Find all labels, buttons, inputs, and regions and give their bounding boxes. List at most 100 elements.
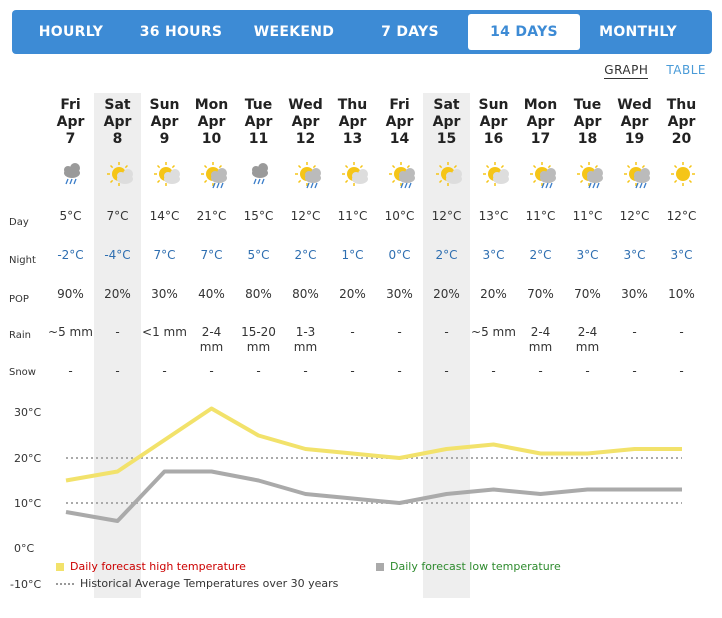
rain-amount: 15-20 mm <box>235 325 282 355</box>
pop-value: 20% <box>339 287 366 301</box>
rain-amount-line: mm <box>293 340 318 354</box>
rain-amount-line: 2-4 <box>577 325 598 339</box>
day-header-date: 10 <box>201 131 222 147</box>
day-header-date: 18 <box>577 131 598 147</box>
rain-amount-line: 2-4 <box>530 325 551 339</box>
night-temp: 3°C <box>623 248 646 262</box>
day-header-mon: Apr <box>150 114 179 130</box>
snow-amount: - <box>538 364 543 378</box>
day-header: Tue Apr 18 <box>564 97 611 148</box>
y-tick-label: 10°C <box>14 497 42 510</box>
day-header-dow: Thu <box>666 97 697 113</box>
table-view-link[interactable]: TABLE <box>666 63 706 77</box>
rain-amount-line: 1-3 <box>295 325 316 339</box>
day-header-date: 16 <box>483 131 504 147</box>
night-temp: 2°C <box>529 248 552 262</box>
snow-amount: - <box>68 364 73 378</box>
day-temp: 11°C <box>572 209 603 223</box>
day-header-mon: Apr <box>573 114 602 130</box>
pop-value: 30% <box>386 287 413 301</box>
day-header-dow: Wed <box>617 97 652 113</box>
legend-low-label: Daily forecast low temperature <box>390 560 561 573</box>
row-label-night: Night <box>9 255 36 266</box>
day-header: Mon Apr 10 <box>188 97 235 148</box>
day-header-mon: Apr <box>385 114 414 130</box>
rain-amount: ~5 mm <box>47 325 94 340</box>
rain-amount-line: <1 mm <box>142 325 187 339</box>
rain-amount-line: ~5 mm <box>471 325 516 339</box>
rain-amount-line: - <box>679 325 684 339</box>
tab-weekend[interactable]: WEEKEND <box>253 24 335 40</box>
day-header-mon: Apr <box>103 114 132 130</box>
day-header-mon: Apr <box>291 114 320 130</box>
rain-amount: - <box>329 325 376 340</box>
day-header-dow: Fri <box>60 97 81 113</box>
day-header-dow: Sat <box>433 97 460 113</box>
sun-cloud-icon <box>94 160 141 190</box>
tab-hourly[interactable]: HOURLY <box>38 24 104 40</box>
rain-amount-line: 2-4 <box>201 325 222 339</box>
day-header-mon: Apr <box>526 114 555 130</box>
tab-7-days[interactable]: 7 DAYS <box>381 24 439 40</box>
rain-amount-line: mm <box>528 340 553 354</box>
snow-amount: - <box>303 364 308 378</box>
snow-amount: - <box>444 364 449 378</box>
rain-amount: 2-4 mm <box>188 325 235 355</box>
sun-cloud-icon <box>423 160 470 190</box>
day-temp: 11°C <box>337 209 368 223</box>
day-temp: 13°C <box>478 209 509 223</box>
y-tick-label: 30°C <box>14 406 42 419</box>
view-toggle: GRAPH TABLE <box>604 63 706 79</box>
pop-value: 70% <box>574 287 601 301</box>
day-header-date: 11 <box>248 131 269 147</box>
day-header-mon: Apr <box>432 114 461 130</box>
forecast-tabbar: HOURLY 36 HOURS WEEKEND 7 DAYS 14 DAYS M… <box>12 10 712 54</box>
rain-amount-line: mm <box>575 340 600 354</box>
day-header-mon: Apr <box>244 114 273 130</box>
row-label-snow: Snow <box>9 367 36 378</box>
snow-amount: - <box>585 364 590 378</box>
rain-amount: - <box>94 325 141 340</box>
tab-36-hours[interactable]: 36 HOURS <box>139 24 223 40</box>
night-temp: -4°C <box>104 248 131 262</box>
night-temp: 3°C <box>670 248 693 262</box>
pop-value: 40% <box>198 287 225 301</box>
rain-amount-line: mm <box>199 340 224 354</box>
pop-value: 80% <box>245 287 272 301</box>
day-header-dow: Sun <box>149 97 180 113</box>
pop-value: 10% <box>668 287 695 301</box>
snow-amount: - <box>115 364 120 378</box>
tab-14-days[interactable]: 14 DAYS <box>468 14 580 50</box>
snow-amount: - <box>632 364 637 378</box>
graph-view-link[interactable]: GRAPH <box>604 63 649 79</box>
day-header-mon: Apr <box>620 114 649 130</box>
row-label-day: Day <box>9 217 29 228</box>
day-header: Thu Apr 13 <box>329 97 376 148</box>
day-header: Sun Apr 9 <box>141 97 188 148</box>
day-header-dow: Sat <box>104 97 131 113</box>
sun-rain-icon <box>517 160 564 190</box>
sun-rain-icon <box>611 160 658 190</box>
day-header-mon: Apr <box>56 114 85 130</box>
day-header-date: 7 <box>65 131 76 147</box>
day-header-date: 14 <box>389 131 410 147</box>
rain-amount-line: - <box>115 325 120 339</box>
rain-amount-line: 15-20 <box>241 325 276 339</box>
rain-amount-line: - <box>444 325 449 339</box>
night-temp: 7°C <box>153 248 176 262</box>
sun-cloud-icon <box>470 160 517 190</box>
sun-rain-icon <box>564 160 611 190</box>
day-header-date: 12 <box>295 131 316 147</box>
day-header-date: 8 <box>112 131 123 147</box>
night-temp: 2°C <box>294 248 317 262</box>
tab-monthly[interactable]: MONTHLY <box>599 24 677 40</box>
day-header-mon: Apr <box>197 114 226 130</box>
pop-value: 70% <box>527 287 554 301</box>
legend-historical: Historical Average Temperatures over 30 … <box>56 577 338 590</box>
rain-amount: - <box>423 325 470 340</box>
day-header: Tue Apr 11 <box>235 97 282 148</box>
day-header: Sun Apr 16 <box>470 97 517 148</box>
y-tick-label: 0°C <box>14 542 35 555</box>
day-header-date: 9 <box>159 131 170 147</box>
day-header-date: 13 <box>342 131 363 147</box>
